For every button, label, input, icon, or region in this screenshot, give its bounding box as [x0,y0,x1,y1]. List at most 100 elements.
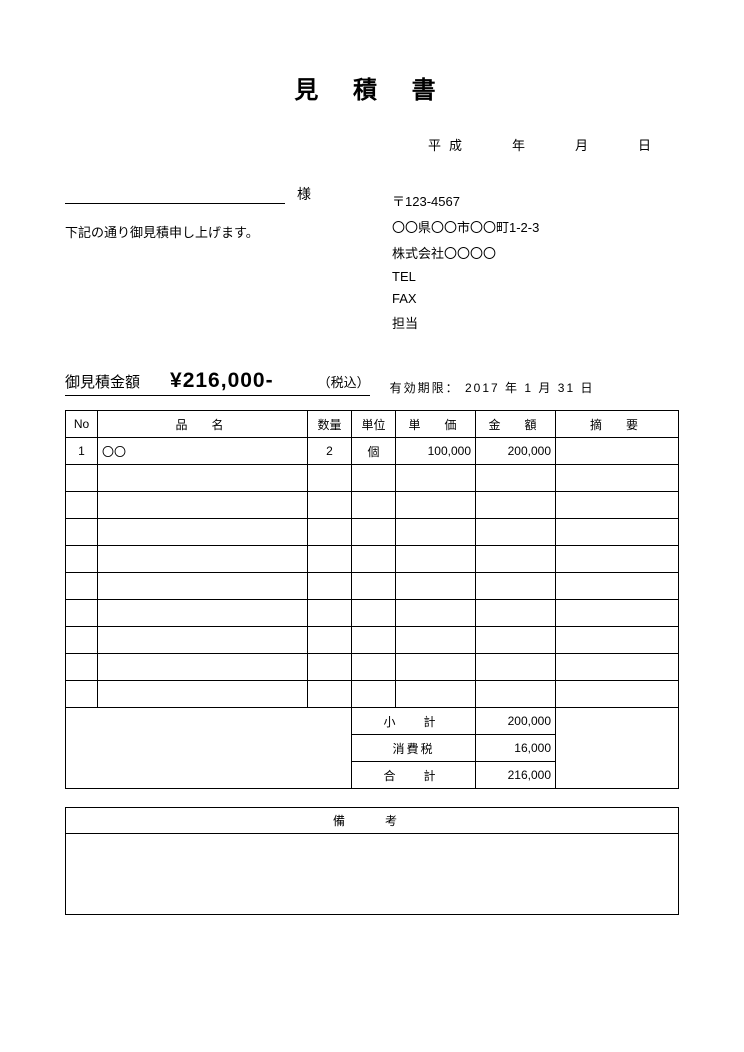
cell-qty [308,654,352,681]
cell-qty [308,681,352,708]
sender-address: 〇〇県〇〇市〇〇町1-2-3 [392,217,679,236]
tax-value: 16,000 [476,735,556,762]
cell-note [556,492,679,519]
cell-name [98,573,308,600]
cell-unit [352,519,396,546]
cell-no [66,492,98,519]
cell-amount [476,573,556,600]
cell-price [396,600,476,627]
subtotal-value: 200,000 [476,708,556,735]
expiry-day: 31 [558,381,575,395]
cell-amount [476,627,556,654]
cell-no [66,627,98,654]
col-header-name: 品 名 [98,411,308,438]
amount-box: 御見積金額 ¥216,000- （税込） [65,369,370,396]
expiry-month: 1 [524,381,533,395]
cell-note [556,681,679,708]
cell-unit [352,573,396,600]
subtotal-row: 小 計 200,000 [66,708,679,735]
cell-amount [476,546,556,573]
cell-unit [352,600,396,627]
expiry-month-unit: 月 [538,381,552,395]
cell-no [66,654,98,681]
cell-amount [476,681,556,708]
amount-value: ¥216,000- [170,369,274,393]
cell-unit: 個 [352,438,396,465]
sender-column: 〒123-4567 〇〇県〇〇市〇〇町1-2-3 株式会社〇〇〇〇 TEL FA… [392,184,679,339]
expiry-year: 2017 [465,381,500,395]
cell-no [66,600,98,627]
expiry-day-unit: 日 [580,381,594,395]
subtotal-label: 小 計 [352,708,476,735]
recipient-name-line [65,184,285,204]
total-value: 216,000 [476,762,556,789]
cell-amount: 200,000 [476,438,556,465]
cell-qty [308,492,352,519]
table-row [66,492,679,519]
cell-name [98,654,308,681]
cell-no [66,519,98,546]
cell-note [556,600,679,627]
cell-unit [352,681,396,708]
cell-no [66,573,98,600]
cell-unit [352,492,396,519]
table-row [66,654,679,681]
cell-name [98,465,308,492]
table-row [66,627,679,654]
sender-contact: 担当 [392,313,679,332]
cell-amount [476,654,556,681]
sender-company: 株式会社〇〇〇〇 [392,243,679,262]
cell-name [98,600,308,627]
cell-no [66,681,98,708]
cell-price: 100,000 [396,438,476,465]
cell-price [396,654,476,681]
cell-name [98,546,308,573]
remarks-box: 備 考 [65,807,679,915]
col-header-qty: 数量 [308,411,352,438]
cell-qty [308,465,352,492]
issue-date-line: 平成 年 月 日 [65,135,679,154]
cell-qty [308,573,352,600]
cell-qty [308,519,352,546]
col-header-note: 摘 要 [556,411,679,438]
cell-no [66,465,98,492]
cell-note [556,573,679,600]
expiry-label: 有効期限： [390,381,460,395]
cell-price [396,573,476,600]
col-header-unit: 単位 [352,411,396,438]
cell-name [98,492,308,519]
cell-note [556,654,679,681]
cell-no: 1 [66,438,98,465]
header-block: 様 下記の通り御見積申し上げます。 〒123-4567 〇〇県〇〇市〇〇町1-2… [65,184,679,339]
col-header-no: No [66,411,98,438]
cell-amount [476,465,556,492]
amount-label: 御見積金額 [65,371,140,392]
cell-unit [352,654,396,681]
sender-tel: TEL [392,269,679,284]
col-header-price: 単 価 [396,411,476,438]
tax-included-label: （税込） [318,372,370,391]
cell-note [556,627,679,654]
amount-row: 御見積金額 ¥216,000- （税込） 有効期限： 2017 年 1 月 31… [65,369,679,396]
table-row [66,465,679,492]
sender-fax: FAX [392,291,679,306]
cell-note [556,465,679,492]
recipient-column: 様 下記の通り御見積申し上げます。 [65,184,352,339]
col-header-amount: 金 額 [476,411,556,438]
table-row [66,519,679,546]
remarks-label: 備 考 [66,808,678,834]
cell-qty [308,546,352,573]
document-title: 見 積 書 [65,70,679,105]
table-row: 1〇〇2個100,000200,000 [66,438,679,465]
cell-unit [352,465,396,492]
cell-price [396,681,476,708]
expiry-block: 有効期限： 2017 年 1 月 31 日 [390,379,595,396]
remarks-body [66,834,678,914]
cell-price [396,519,476,546]
cell-amount [476,600,556,627]
cell-name [98,519,308,546]
cell-no [66,546,98,573]
table-row [66,681,679,708]
cell-price [396,465,476,492]
sender-postal: 〒123-4567 [392,191,679,210]
